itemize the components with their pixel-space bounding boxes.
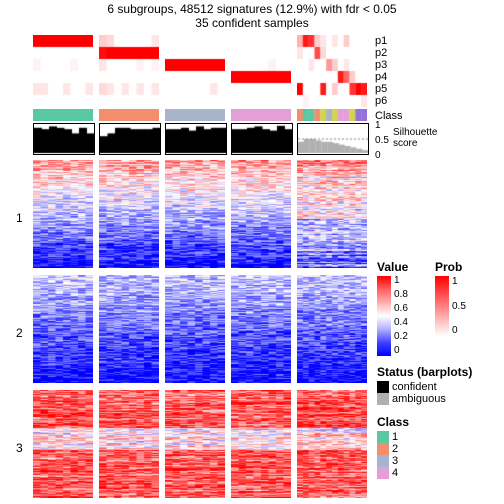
heatmap-cluster-2 <box>231 275 291 383</box>
silhouette-bars <box>33 123 95 155</box>
heatmap-cluster-3 <box>165 390 225 498</box>
p-label: p5 <box>375 83 403 95</box>
heatmap-cluster-1 <box>99 160 159 268</box>
heatmap-cluster-2 <box>165 275 225 383</box>
group-column-5 <box>297 35 367 498</box>
sil-tick: 0.5 <box>375 135 389 146</box>
row-label: 1 <box>16 211 23 225</box>
class-legend: Class1234 <box>377 415 409 479</box>
group-column-2 <box>99 35 159 498</box>
p-label: p2 <box>375 47 403 59</box>
sil-tick: 1 <box>375 120 381 131</box>
heatmap-cluster-1 <box>231 160 291 268</box>
silhouette-bars <box>297 123 369 155</box>
class-bar <box>165 109 225 121</box>
p-label: p6 <box>375 95 403 107</box>
silhouette-bars <box>99 123 161 155</box>
status-legend: Status (barplots)confidentambiguous <box>377 365 472 405</box>
heatmap-cluster-2 <box>297 275 367 383</box>
class-bar <box>297 109 367 121</box>
heatmap-cluster-1 <box>33 160 93 268</box>
heatmap-cluster-3 <box>297 390 367 498</box>
group-column-3 <box>165 35 225 498</box>
heatmap-cluster-3 <box>231 390 291 498</box>
heatmap-cluster-3 <box>33 390 93 498</box>
heatmap-cluster-2 <box>33 275 93 383</box>
value-legend: Value10.80.60.40.20 <box>377 260 408 356</box>
silhouette-bars <box>165 123 227 155</box>
sil-axis-label: Silhouette score <box>393 127 437 149</box>
group-column-1 <box>33 35 93 498</box>
prob-heatmap <box>165 35 225 107</box>
class-bar <box>33 109 93 121</box>
p-label: p1 <box>375 35 403 47</box>
row-label: 3 <box>16 441 23 455</box>
heatmap-cluster-1 <box>165 160 225 268</box>
prob-heatmap <box>297 35 367 107</box>
group-column-4 <box>231 35 291 498</box>
prob-legend: Prob10.50 <box>435 260 466 336</box>
row-label: 2 <box>16 326 23 340</box>
prob-heatmap <box>99 35 159 107</box>
class-bar <box>231 109 291 121</box>
class-bar <box>99 109 159 121</box>
p-label: p4 <box>375 71 403 83</box>
silhouette-bars <box>231 123 293 155</box>
heatmap-cluster-2 <box>99 275 159 383</box>
prob-heatmap <box>231 35 291 107</box>
sil-tick: 0 <box>375 150 381 161</box>
p-label: p3 <box>375 59 403 71</box>
prob-heatmap <box>33 35 93 107</box>
heatmap-cluster-1 <box>297 160 367 268</box>
heatmap-cluster-3 <box>99 390 159 498</box>
